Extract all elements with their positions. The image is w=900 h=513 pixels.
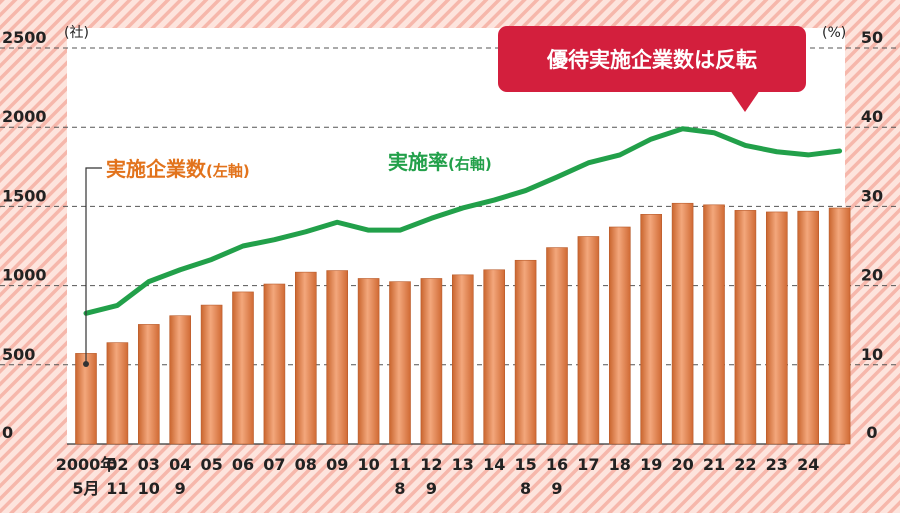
left-axis-unit: (社) xyxy=(64,25,89,41)
x-tick-label: 17 xyxy=(577,455,599,474)
legend-bar-series: 実施企業数(左軸) xyxy=(106,157,250,181)
bar xyxy=(263,283,286,445)
x-tick-sublabel: 11 xyxy=(106,479,128,498)
x-tick-label: 06 xyxy=(232,455,254,474)
x-tick-label: 16 xyxy=(546,455,568,474)
x-tick-sublabel: 8 xyxy=(520,479,531,498)
bar xyxy=(640,214,663,445)
x-tick-label: 11 xyxy=(389,455,411,474)
left-tick-label: 2500 xyxy=(2,28,47,47)
x-tick-label: 08 xyxy=(295,455,317,474)
legend-line-series: 実施率(右軸) xyxy=(388,150,492,174)
bar xyxy=(797,210,820,445)
x-tick-sublabel: 8 xyxy=(394,479,405,498)
left-axis-ticks: 0 500 1000 1500 2000 2500 xyxy=(2,28,47,442)
legend-bar-axis: (左軸) xyxy=(206,162,250,180)
left-tick-label: 1000 xyxy=(2,266,47,285)
right-tick-label: 40 xyxy=(861,107,883,126)
x-axis-labels: 2000年 5月 02 11 03 10 04 9 05 06 07 08 09 10 11 8 12 9 13 14… xyxy=(56,455,820,498)
bar xyxy=(357,278,380,445)
x-tick-label: 21 xyxy=(703,455,725,474)
legend-bar-leader-line xyxy=(85,167,102,364)
x-tick-label: 04 xyxy=(169,455,191,474)
x-tick-label: 23 xyxy=(766,455,788,474)
line-series xyxy=(83,126,843,316)
bar xyxy=(671,202,694,445)
bar xyxy=(138,324,160,445)
left-tick-label: 1500 xyxy=(2,186,47,205)
right-tick-label: 30 xyxy=(861,186,883,205)
bar xyxy=(703,204,725,445)
x-tick-sublabel: 9 xyxy=(175,479,186,498)
bar xyxy=(326,270,349,445)
legend-line-axis: (右軸) xyxy=(448,155,492,173)
legend-bar-leader-dot xyxy=(83,361,89,367)
left-tick-label: 0 xyxy=(2,423,13,442)
bar xyxy=(734,210,757,445)
x-tick-sublabel: 9 xyxy=(551,479,562,498)
right-axis-ticks: 0 10 20 30 40 50 xyxy=(861,28,883,442)
bar xyxy=(514,259,537,445)
bar xyxy=(420,278,443,445)
bar xyxy=(546,247,568,445)
bar xyxy=(451,274,474,445)
x-tick-label: 19 xyxy=(640,455,662,474)
x-tick-label: 10 xyxy=(357,455,379,474)
x-tick-sublabel: 9 xyxy=(426,479,437,498)
x-tick-label: 2000年 xyxy=(56,455,117,474)
bar-series xyxy=(75,202,851,445)
right-tick-label: 0 xyxy=(866,423,877,442)
x-tick-label: 05 xyxy=(200,455,222,474)
bar xyxy=(577,236,600,445)
bar xyxy=(608,226,631,445)
callout-text: 優待実施企業数は反転 xyxy=(546,48,757,72)
right-tick-label: 50 xyxy=(861,28,883,47)
bar xyxy=(389,281,411,445)
right-tick-label: 10 xyxy=(861,345,883,364)
x-tick-label: 07 xyxy=(263,455,285,474)
x-tick-label: 09 xyxy=(326,455,348,474)
x-tick-label: 15 xyxy=(514,455,536,474)
bar xyxy=(294,271,317,445)
x-tick-label: 13 xyxy=(452,455,474,474)
callout-box: 優待実施企業数は反転 xyxy=(498,26,806,112)
x-tick-sublabel: 10 xyxy=(138,479,160,498)
bar xyxy=(483,269,506,445)
x-tick-label: 14 xyxy=(483,455,505,474)
x-tick-label: 22 xyxy=(734,455,756,474)
x-tick-sublabel: 5月 xyxy=(72,479,99,498)
bar xyxy=(828,207,851,445)
x-tick-label: 24 xyxy=(797,455,819,474)
x-tick-label: 02 xyxy=(106,455,128,474)
right-axis-unit: (%) xyxy=(822,25,846,41)
bar xyxy=(106,342,129,445)
x-tick-label: 18 xyxy=(609,455,631,474)
bar xyxy=(169,315,191,445)
bar xyxy=(765,211,788,445)
left-tick-label: 500 xyxy=(2,345,35,364)
x-tick-label: 03 xyxy=(138,455,160,474)
left-tick-label: 2000 xyxy=(2,107,47,126)
x-tick-label: 20 xyxy=(671,455,693,474)
bar xyxy=(200,304,223,445)
right-tick-label: 20 xyxy=(861,266,883,285)
legend-line-name: 実施率 xyxy=(388,150,448,174)
bar xyxy=(232,291,254,445)
legend-bar-name: 実施企業数 xyxy=(106,157,207,181)
x-tick-label: 12 xyxy=(420,455,442,474)
